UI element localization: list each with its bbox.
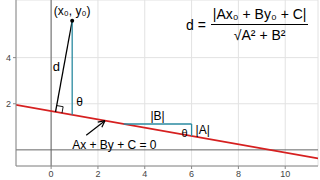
svg-text:10: 10 [280, 169, 290, 179]
svg-text:d: d [53, 59, 60, 74]
svg-text:Ax + By + C = 0: Ax + By + C = 0 [72, 138, 157, 152]
svg-text:2: 2 [95, 169, 100, 179]
svg-text:4: 4 [8, 53, 11, 63]
html-text:d =: d = [186, 16, 206, 33]
svg-text:|A|: |A| [196, 123, 210, 137]
svg-text:|B|: |B| [151, 109, 165, 123]
svg-text:6: 6 [189, 169, 194, 179]
svg-text:θ: θ [76, 95, 83, 109]
svg-text:(x₀, y₀): (x₀, y₀) [54, 4, 91, 18]
svg-text:4: 4 [142, 169, 147, 179]
html-text:|Ax₀ + By₀ + C|: |Ax₀ + By₀ + C| [212, 6, 307, 22]
html-text:√A² + B²: √A² + B² [233, 27, 286, 43]
svg-text:2: 2 [8, 99, 11, 109]
svg-text:0: 0 [49, 169, 54, 179]
svg-text:θ: θ [181, 127, 187, 139]
svg-text:8: 8 [236, 169, 241, 179]
